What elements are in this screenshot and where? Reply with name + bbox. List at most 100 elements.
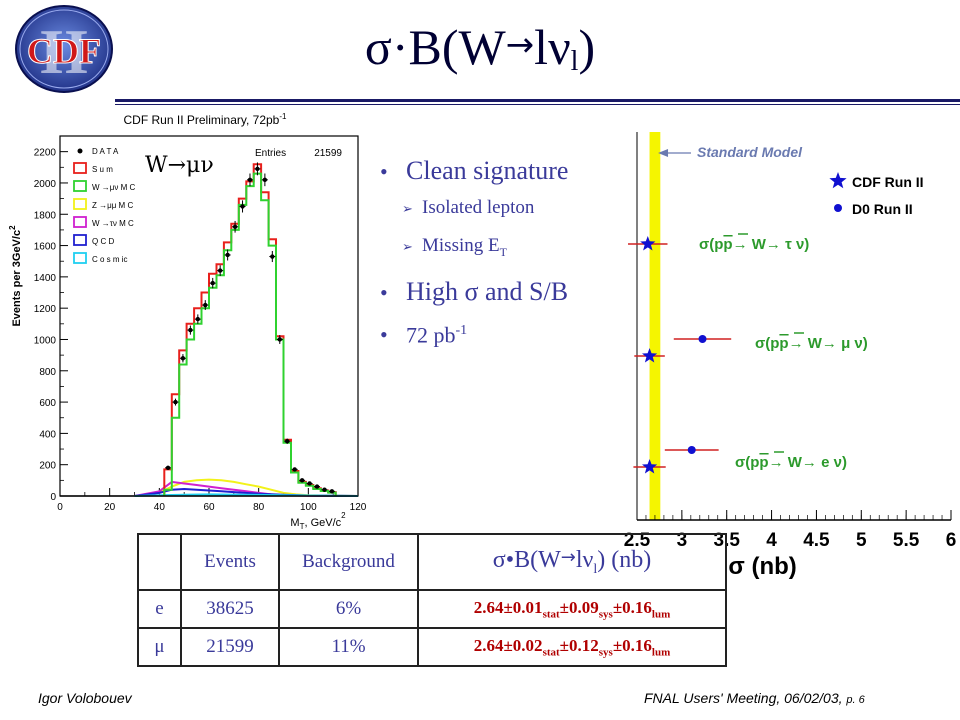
- y-tick-label: 200: [39, 461, 56, 472]
- title-arrow: →: [505, 25, 535, 65]
- x-tick-label: 100: [300, 502, 317, 513]
- legend-swatch: [73, 180, 87, 192]
- header-xsec-arrow: →: [560, 546, 576, 568]
- y-tick-label: 2000: [34, 179, 57, 190]
- bullet-clean-signature: • Clean signature: [380, 156, 569, 185]
- mt-histogram: CDF Run II Preliminary, 72pb-10200400600…: [0, 106, 378, 540]
- data-point: [173, 399, 178, 405]
- cell-channel: μ: [137, 627, 182, 667]
- cell-events: 38625: [180, 589, 280, 629]
- footer-meeting: FNAL Users' Meeting, 06/02/03, p. 6: [644, 690, 865, 706]
- data-point: [255, 166, 260, 172]
- x-tick-label: 40: [154, 502, 166, 513]
- footer-page: p. 6: [846, 694, 865, 706]
- xsec-tick-label: 5.5: [893, 530, 920, 551]
- sub-bullet-isolated-lepton: ➢ Isolated lepton: [402, 197, 535, 218]
- header-events: Events: [180, 533, 280, 591]
- legend-entry: W →τν M C: [92, 219, 134, 228]
- results-table: Events Background σ•B(W→lνl) (nb) e 3862…: [137, 533, 727, 667]
- channel-label: σ(pp→ W→ e ν): [735, 454, 847, 471]
- cell-channel: e: [137, 589, 182, 629]
- legend-cdf: CDF Run II: [852, 174, 924, 190]
- xsec-tick-label: 4.5: [803, 530, 830, 551]
- header-xsec-l: lν: [575, 546, 594, 573]
- page-title: σ·B(W→lνl): [0, 22, 960, 76]
- xsec-tick-label: 4: [766, 530, 777, 551]
- x-tick-label: 60: [203, 502, 215, 513]
- cross-section-plot: 2.5 3 3.5 4 4.5 5 5.5 6σ (nb)Standard ModelCDF …: [619, 124, 960, 590]
- cdf-point: [642, 348, 658, 363]
- title-sub: l: [570, 46, 579, 77]
- data-point: [307, 481, 312, 486]
- data-point: [210, 280, 215, 286]
- data-point: [262, 177, 268, 183]
- legend-entry: D A T A: [92, 147, 119, 156]
- data-point: [299, 478, 305, 483]
- xsec-tick-label: 5: [856, 530, 867, 551]
- x-tick-label: 80: [253, 502, 265, 513]
- cell-events: 21599: [180, 627, 280, 667]
- cell-background: 6%: [278, 589, 419, 629]
- hist-ylabel: Events per 3GeV/c2: [8, 225, 23, 327]
- data-point: [232, 224, 238, 229]
- footer-author: Igor Volobouev: [38, 690, 132, 706]
- bullet-list: • Clean signature ➢ Isolated lepton ➢ Missi…: [380, 155, 630, 357]
- legend-marker: [77, 148, 83, 154]
- data-point: [180, 356, 186, 361]
- sub-bullet-text: Missing E: [422, 235, 500, 256]
- xsec-bg: [619, 124, 960, 590]
- x-tick-label: 20: [104, 502, 116, 513]
- table-row: e 38625 6% 2.64±0.01stat±0.09sys±0.16lum: [137, 589, 727, 629]
- y-tick-label: 1600: [34, 242, 57, 253]
- data-point: [203, 302, 208, 308]
- logo-text: CDF: [27, 31, 101, 71]
- x-tick-label: 120: [350, 502, 367, 513]
- title-rule: [115, 99, 960, 102]
- xsec-tick-label: 6: [946, 530, 957, 551]
- bullet-luminosity: • 72 pb-1: [380, 322, 468, 348]
- data-point: [314, 484, 320, 489]
- channel-label: σ(pp→ W→ τ ν): [699, 236, 809, 253]
- title-close: ): [578, 19, 596, 75]
- data-point: [270, 254, 275, 259]
- bullet-high-sigma: • High σ and S/B: [380, 276, 569, 306]
- xsec-xlabel: σ (nb): [728, 553, 796, 580]
- legend-entry: Z →μμ M C: [92, 201, 133, 210]
- bullet-text: 72 pb: [406, 322, 456, 348]
- footer-meeting-text: FNAL Users' Meeting, 06/02/03,: [644, 690, 843, 706]
- hist-title: CDF Run II Preliminary, 72pb-1: [124, 112, 288, 127]
- legend-entry: C o s m ic: [92, 255, 128, 264]
- data-point: [292, 467, 297, 472]
- legend-swatch: [73, 198, 87, 210]
- legend-swatch: [73, 162, 87, 174]
- hist-xlabel: MT, GeV/c2: [290, 511, 346, 531]
- cdf-point: [642, 459, 658, 474]
- x-tick-label: 0: [57, 502, 63, 513]
- y-tick-label: 1800: [34, 210, 57, 221]
- data-point: [277, 337, 282, 342]
- header-xsec-pre: σ•B(W: [492, 546, 561, 573]
- header-background: Background: [278, 533, 419, 591]
- header-xsec-sub: l: [593, 561, 598, 577]
- d0-point: [698, 335, 707, 343]
- legend-entry: W →μν M C: [92, 183, 135, 192]
- cell-background: 11%: [278, 627, 419, 667]
- data-point: [165, 465, 171, 471]
- entries-label: Entries: [255, 148, 286, 159]
- bullet-sup: -1: [455, 322, 468, 338]
- channel-label: σ(pp→ W→ μ ν): [755, 335, 868, 352]
- data-point: [217, 268, 223, 273]
- y-tick-label: 1200: [34, 304, 57, 315]
- cell-xsec: 2.64±0.01stat±0.09sys±0.16lum: [417, 589, 727, 629]
- y-tick-label: 1400: [34, 273, 57, 284]
- data-point: [329, 489, 335, 494]
- title-after: lν: [534, 19, 571, 75]
- header-xsec: σ•B(W→lνl) (nb): [417, 533, 727, 591]
- bullet-text: Clean signature: [406, 156, 569, 185]
- table-row: μ 21599 11% 2.64±0.02stat±0.12sys±0.16lu…: [137, 627, 727, 667]
- d0-point: [687, 446, 696, 454]
- data-point: [195, 316, 201, 322]
- logo-overlay: II: [39, 16, 89, 87]
- entries-value: 21599: [314, 148, 342, 159]
- data-point: [322, 487, 327, 492]
